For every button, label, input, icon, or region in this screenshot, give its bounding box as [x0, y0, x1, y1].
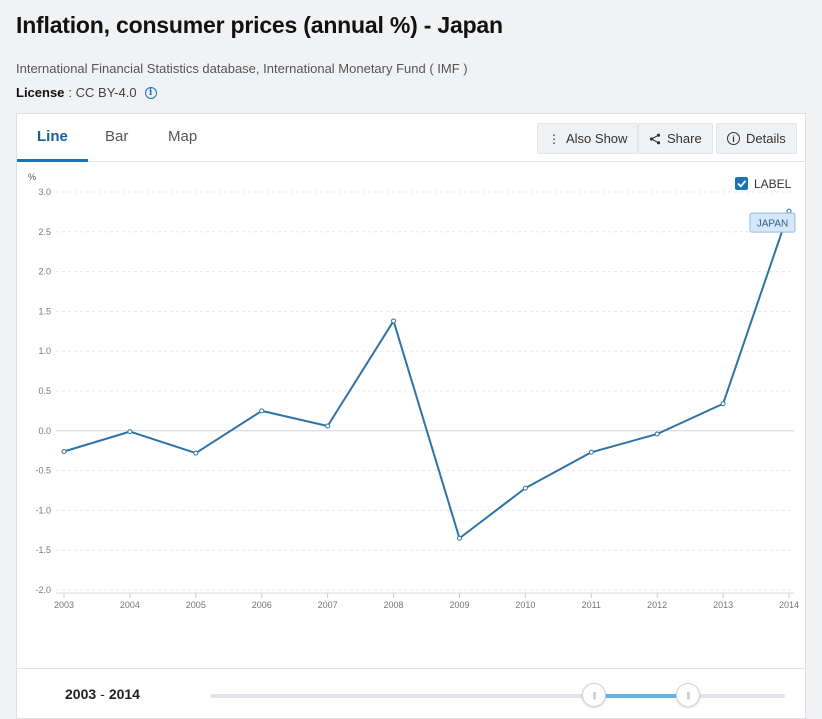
y-tick-label: 1.0: [38, 346, 51, 356]
license-label: License: [16, 85, 65, 100]
share-icon: [649, 133, 661, 144]
details-label: Details: [746, 131, 786, 146]
y-tick-label: 1.5: [38, 306, 51, 316]
series-label-box: [749, 212, 796, 233]
data-point: [654, 431, 660, 437]
details-button[interactable]: i Details: [716, 123, 797, 154]
data-point: [456, 535, 462, 541]
source-text: International Financial Statistics datab…: [16, 61, 468, 76]
series-label-text: JAPAN: [757, 219, 789, 230]
y-tick-label: 0.0: [38, 426, 51, 436]
x-tick-label: 2004: [120, 600, 140, 610]
data-point: [720, 401, 726, 407]
page-title: Inflation, consumer prices (annual %) - …: [16, 12, 503, 38]
chart-tabs: Line Bar Map ⋮ Also Show Share i Details: [17, 114, 805, 162]
share-label: Share: [667, 131, 702, 146]
info-circle-icon: i: [727, 132, 740, 145]
x-tick-label: 2007: [318, 600, 338, 610]
range-end: 2014: [108, 686, 140, 702]
license-line: License : CC BY-4.0 i: [16, 85, 157, 100]
range-label: 2003-2014: [65, 686, 140, 702]
tab-bar[interactable]: Bar: [105, 128, 129, 145]
data-point: [588, 449, 594, 455]
also-show-button[interactable]: ⋮ Also Show: [537, 123, 639, 154]
range-footer: 2003-2014 ||| |||: [17, 668, 805, 719]
y-tick-label: 2.0: [38, 267, 51, 277]
chart-area: % 3.0 2.5 2.0 1.5 1.0 0.5 0.0 -0.5 -1.0 -1.5 -2.0 20…: [17, 162, 805, 672]
y-tick-label: 2.5: [38, 227, 51, 237]
data-point: [259, 408, 265, 414]
x-tick-label: 2003: [54, 600, 74, 610]
x-tick-label: 2012: [647, 600, 667, 610]
x-tick-label: 2013: [713, 600, 733, 610]
data-point: [786, 208, 792, 214]
range-separator: -: [100, 686, 105, 702]
range-end-handle[interactable]: |||: [676, 683, 700, 707]
license-value: : CC BY-4.0: [68, 85, 137, 100]
x-tick-label: 2009: [449, 600, 469, 610]
also-show-label: Also Show: [566, 131, 628, 146]
y-axis-unit: %: [28, 172, 36, 182]
x-tick-label: 2010: [515, 600, 535, 610]
x-tick-label: 2005: [186, 600, 206, 610]
data-point: [127, 429, 133, 435]
data-point: [193, 450, 199, 456]
data-point: [391, 318, 397, 324]
x-tick-label: 2011: [582, 600, 601, 610]
y-tick-label: -1.0: [35, 505, 51, 515]
line-chart: %3.02.52.01.51.00.50.0-0.5-1.0-1.5-2.020…: [28, 172, 799, 610]
info-icon[interactable]: i: [144, 86, 157, 99]
y-tick-label: -0.5: [35, 466, 51, 476]
label-toggle-text: LABEL: [754, 177, 792, 191]
series-label-japan: JAPAN: [749, 212, 796, 233]
label-toggle[interactable]: LABEL: [735, 177, 792, 191]
chart-card: Line Bar Map ⋮ Also Show Share i Details…: [16, 113, 806, 719]
y-tick-label: -2.0: [35, 585, 51, 595]
series-line-japan: [63, 210, 790, 540]
range-start: 2003: [65, 686, 97, 702]
check-icon: [737, 180, 747, 188]
range-slider-track[interactable]: [210, 694, 785, 698]
y-tick-label: 0.5: [38, 386, 51, 396]
more-vertical-icon: ⋮: [548, 131, 560, 146]
data-point: [325, 423, 331, 429]
tab-map[interactable]: Map: [168, 128, 198, 145]
y-tick-label: 3.0: [38, 187, 51, 197]
range-slider-fill: [594, 694, 688, 698]
data-point: [522, 485, 528, 491]
x-tick-label: 2006: [252, 600, 272, 610]
x-tick-label: 2008: [384, 600, 404, 610]
tab-line[interactable]: Line: [17, 114, 88, 162]
label-checkbox: [735, 177, 748, 190]
data-point: [61, 448, 67, 454]
range-start-handle[interactable]: |||: [582, 683, 606, 707]
x-tick-label: 2014: [779, 600, 799, 610]
y-tick-label: -1.5: [35, 545, 51, 555]
share-button[interactable]: Share: [638, 123, 713, 154]
